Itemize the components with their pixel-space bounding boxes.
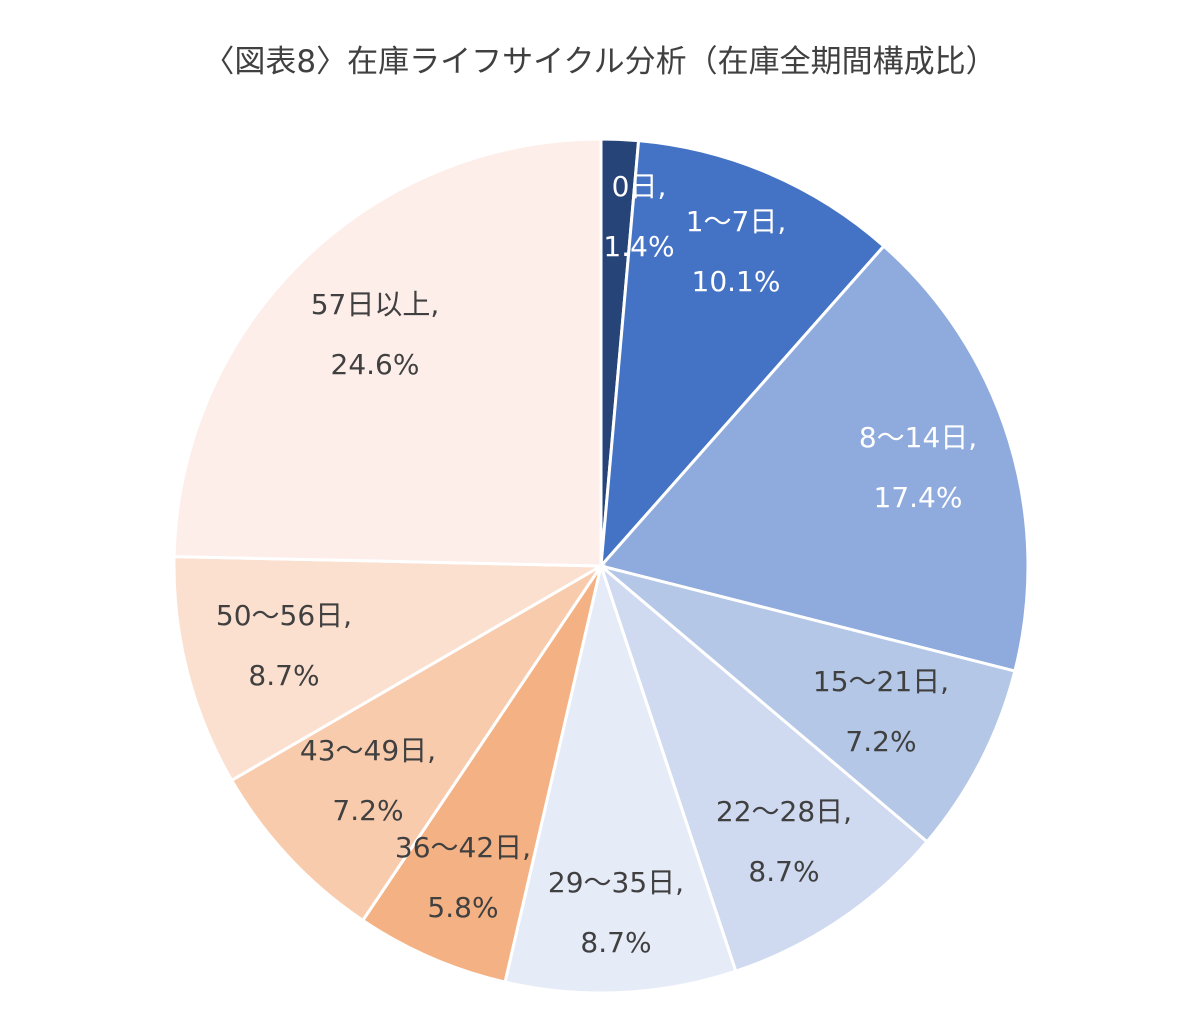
slice-value-label: 5.8%	[427, 891, 498, 924]
pie-slice	[360, 565, 603, 984]
pie-slice	[597, 561, 930, 974]
slice-value-label: 7.2%	[332, 794, 403, 827]
pie-slice	[172, 555, 607, 783]
slice-value-label: 8.7%	[580, 926, 651, 959]
slice-value-label: 8.7%	[748, 855, 819, 888]
slice-category-label: 0日,	[612, 170, 667, 203]
slice-category-label: 43～49日,	[300, 734, 436, 767]
pie-slice	[599, 139, 886, 571]
slice-category-label: 15～21日,	[813, 665, 949, 698]
slice-value-label: 10.1%	[692, 265, 781, 298]
pie-slice	[229, 564, 603, 923]
slice-value-label: 7.2%	[845, 725, 916, 758]
slice-category-label: 29～35日,	[548, 866, 684, 899]
pie-labels: 0日, 1.4% 1～7日, 10.1% 8～14日, 17.4% 15～21日, 7.2% 2…	[216, 170, 977, 959]
slice-value-label: 17.4%	[874, 481, 963, 514]
pie-slices	[172, 137, 1030, 995]
pie-slice	[503, 560, 738, 995]
pie-slice	[600, 564, 1017, 844]
chart-title: 〈図表8〉在庫ライフサイクル分析（在庫全期間構成比）	[203, 44, 997, 80]
slice-category-label: 36～42日,	[395, 831, 531, 864]
slice-value-label: 8.7%	[248, 659, 319, 692]
slice-value-label: 24.6%	[331, 348, 420, 381]
slice-category-label: 1～7日,	[686, 205, 787, 238]
slice-category-label: 22～28日,	[716, 795, 852, 828]
pie-slice	[172, 137, 603, 568]
pie-slice	[598, 243, 1030, 673]
slice-value-label: 1.4%	[603, 230, 674, 263]
slice-category-label: 50～56日,	[216, 599, 352, 632]
slice-category-label: 8～14日,	[859, 421, 977, 454]
slice-category-label: 57日以上,	[311, 288, 440, 321]
